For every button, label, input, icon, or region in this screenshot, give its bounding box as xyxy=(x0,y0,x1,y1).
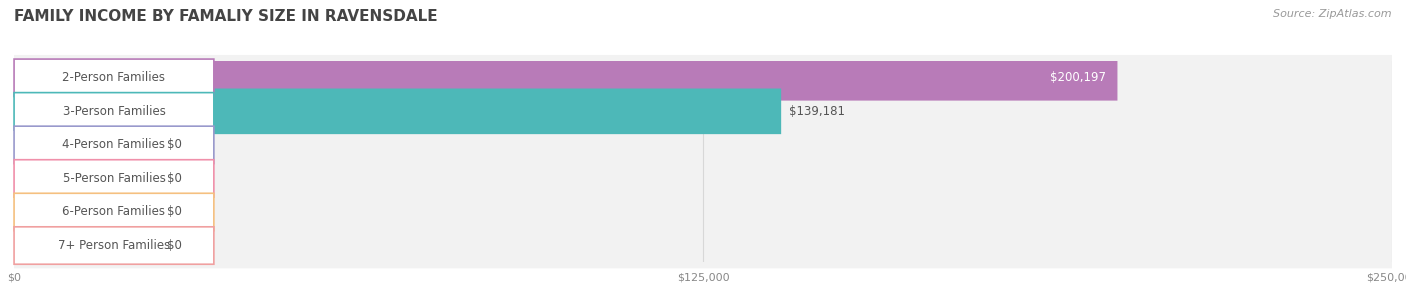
Text: FAMILY INCOME BY FAMALIY SIZE IN RAVENSDALE: FAMILY INCOME BY FAMALIY SIZE IN RAVENSD… xyxy=(14,9,437,24)
FancyBboxPatch shape xyxy=(14,59,214,96)
Text: $0: $0 xyxy=(167,206,181,218)
Text: $0: $0 xyxy=(167,138,181,151)
FancyBboxPatch shape xyxy=(14,122,1392,168)
Text: 3-Person Families: 3-Person Families xyxy=(62,105,166,118)
FancyBboxPatch shape xyxy=(14,189,159,235)
FancyBboxPatch shape xyxy=(14,156,159,201)
FancyBboxPatch shape xyxy=(14,227,214,264)
FancyBboxPatch shape xyxy=(14,88,1392,134)
FancyBboxPatch shape xyxy=(14,126,214,163)
FancyBboxPatch shape xyxy=(14,55,1118,101)
Text: $0: $0 xyxy=(167,172,181,185)
Text: 4-Person Families: 4-Person Families xyxy=(62,138,166,151)
FancyBboxPatch shape xyxy=(14,122,159,168)
FancyBboxPatch shape xyxy=(14,223,1392,268)
FancyBboxPatch shape xyxy=(14,193,214,231)
Text: $139,181: $139,181 xyxy=(789,105,845,118)
Text: Source: ZipAtlas.com: Source: ZipAtlas.com xyxy=(1274,9,1392,19)
FancyBboxPatch shape xyxy=(14,223,159,268)
FancyBboxPatch shape xyxy=(14,160,214,197)
Text: 5-Person Families: 5-Person Families xyxy=(62,172,166,185)
FancyBboxPatch shape xyxy=(14,88,782,134)
Text: $0: $0 xyxy=(167,239,181,252)
Text: $200,197: $200,197 xyxy=(1050,71,1107,84)
Text: 2-Person Families: 2-Person Families xyxy=(62,71,166,84)
Text: 6-Person Families: 6-Person Families xyxy=(62,206,166,218)
FancyBboxPatch shape xyxy=(14,55,1392,101)
FancyBboxPatch shape xyxy=(14,93,214,130)
Text: 7+ Person Families: 7+ Person Families xyxy=(58,239,170,252)
FancyBboxPatch shape xyxy=(14,156,1392,201)
FancyBboxPatch shape xyxy=(14,189,1392,235)
